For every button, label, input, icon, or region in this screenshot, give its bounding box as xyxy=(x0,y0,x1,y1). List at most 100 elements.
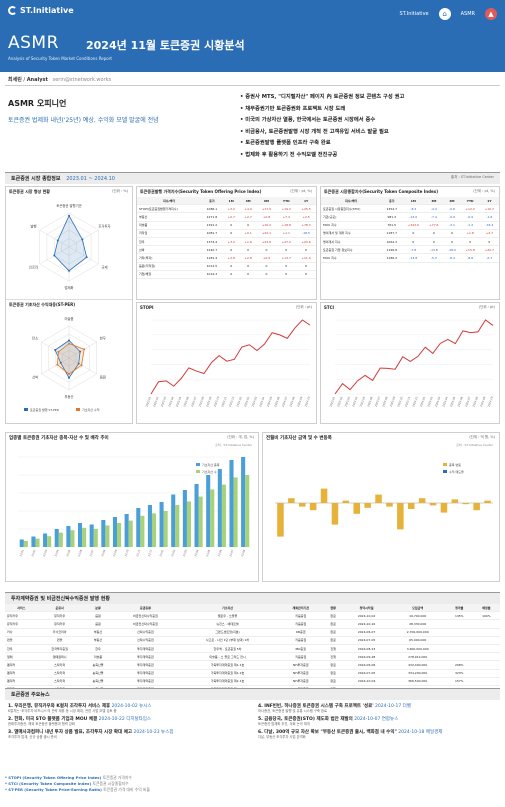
author-email[interactable]: serin@stnetwork.works xyxy=(52,77,112,83)
table-cell: 스탁키퍼 xyxy=(37,669,82,678)
x-tick-label: 2024.01 xyxy=(235,396,243,408)
table-cell: +0.7 xyxy=(222,212,240,222)
table-cell: -0.9 xyxy=(443,212,461,222)
news-column-right: 4. INF빈빈, 하나증권 토큰증권 시스템 구축 프로젝트 '성료' 202… xyxy=(258,703,498,742)
bar xyxy=(105,525,110,547)
table-cell: 0 xyxy=(402,229,425,238)
stopi-line-chart: 2023.01 2023.02 2023.03 2023.04 2023.05 2023.… xyxy=(145,319,311,408)
x-tick-label: 23.07 xyxy=(228,549,234,557)
table-cell: 432,400,000 xyxy=(389,660,446,670)
table-cell: 완료 xyxy=(322,660,344,670)
table-cell: +13.7 xyxy=(276,253,297,263)
table-cell: +37.2 xyxy=(276,237,297,247)
x-tick-label: 2024.05 xyxy=(449,396,457,408)
x-tick-label: 2023.08 xyxy=(198,396,206,408)
table-cell: 뮤직카우 xyxy=(37,611,82,621)
news-item[interactable]: 5. 금융당국, 토큰증권(STO) 제도화 법안 재발의 2024-10-07… xyxy=(258,717,399,726)
radar-axis xyxy=(68,341,97,359)
table-cell: -18.0 xyxy=(443,245,461,255)
x-tick-label: 2023.07 xyxy=(374,396,382,408)
x-tick-label: 2023.11 xyxy=(220,396,228,408)
opinion-bullets: 증권사 MTS, "디지털자산" 페이지 內 토큰증권 정보 콘텐츠 구성 권고… xyxy=(240,92,502,161)
news-item[interactable]: 2. 한화, 미국 STO 플랫폼 기업과 MOU 체결 2024-10-22 … xyxy=(8,717,152,726)
table-cell: MOU 지수 xyxy=(321,221,382,230)
table-header-cell: YTD xyxy=(276,197,297,206)
table-cell: +0.1 xyxy=(239,229,257,238)
table-cell: 사고로 - 나인 1단 (부재 상대) 1차 xyxy=(176,636,279,645)
news-item[interactable]: 3. 열매사과컴퍼니 내년 투자 상품 발표, 조각투자 시장 확대 예고 20… xyxy=(8,730,174,739)
table-cell xyxy=(445,652,473,662)
bar xyxy=(117,523,122,547)
radar-axis-label: 발행 xyxy=(30,224,36,229)
table-cell: 2024-06-06 xyxy=(343,660,390,670)
table-cell: 0 xyxy=(239,262,257,271)
opinion-summary: 토큰증권 법제화 내년('25년) 예상, 수익화 모델 발굴에 전념 xyxy=(8,117,159,124)
table-cell: 뮤직카우 xyxy=(5,611,38,621)
bar xyxy=(298,503,306,507)
table-cell: 미술품 xyxy=(81,652,115,662)
stci-chart-title: STCI xyxy=(324,305,335,310)
table-cell: 0 xyxy=(443,229,461,238)
table-cell: 65,000,000 xyxy=(389,636,446,645)
radar-axis xyxy=(39,229,70,248)
chart-icon[interactable]: ▲ xyxy=(485,8,497,20)
radar-axis-label: 탄소 xyxy=(32,336,38,341)
x-tick-label: 23.01 xyxy=(19,549,25,557)
radar-series xyxy=(53,214,88,272)
stci-table-unit: (단위 : pt, %) xyxy=(473,189,495,193)
radar-point xyxy=(77,362,80,365)
news-item[interactable]: 4. INF빈빈, 하나증권 토큰증권 시스템 구축 프로젝트 '성료' 202… xyxy=(258,704,411,713)
table-cell: 선박 xyxy=(137,245,202,255)
table-cell: 19,740,000 xyxy=(389,611,446,621)
top-link-asmr[interactable]: ASMR xyxy=(460,11,475,17)
table-cell: -13.8 xyxy=(424,245,444,255)
table-cell: 0 xyxy=(296,270,316,279)
table-cell: 음원(저작권) xyxy=(137,262,202,271)
stci-chart-unit: (단위 : pt) xyxy=(478,305,495,309)
x-tick-label: 2023.09 xyxy=(205,396,213,408)
radar-axis-label: 음원 xyxy=(100,375,106,380)
table-row: 미술품 1391.2 0 0 +16.2 +18.8 +78.3 xyxy=(137,221,316,230)
bar xyxy=(194,484,199,547)
table-cell: -1.3 xyxy=(460,221,480,230)
st-initiative-logo[interactable]: ST.Initiative xyxy=(8,6,74,15)
table-cell: -8.3 xyxy=(402,204,425,214)
x-tick-label: 2023.12 xyxy=(411,396,419,408)
home-icon[interactable]: ⌂ xyxy=(438,8,451,20)
x-tick-label: 2023.01 xyxy=(329,396,337,408)
table-cell: 토큰증권 기업 정보지수 xyxy=(321,245,382,255)
bar xyxy=(140,515,145,547)
stopi-table-unit: (단위 : pt, %) xyxy=(290,189,312,193)
table-cell: 완료 xyxy=(322,611,344,621)
bar xyxy=(221,484,226,547)
table-cell: 145% xyxy=(445,611,473,621)
legend-swatch xyxy=(24,408,28,411)
table-row: 펨피커 스탁키퍼 농축산물 투자계약증권 가축투자계약증권 제2-1호 NH투자증권 완료 2… xyxy=(5,677,500,686)
top-link-stinitiative[interactable]: ST.Initiative xyxy=(399,11,429,17)
top-links: ST.Initiative ⌂ ASMR ▲ xyxy=(400,8,497,20)
table-cell: 0 xyxy=(222,245,240,255)
legend-label: 기초자산 수익 xyxy=(82,407,100,412)
table-cell xyxy=(472,660,500,670)
table-header-cell: 청약시작일 xyxy=(343,604,390,613)
table-cell: +16.2 xyxy=(256,221,277,230)
table-cell: 1374.4 xyxy=(201,237,223,247)
x-tick-label: 2024.04 xyxy=(441,396,449,408)
news-item[interactable]: 6. 다날, 300억 규모 자산 확보 "부동산 토큰증권 출시, 백화점 내… xyxy=(258,730,443,739)
table-cell: 1012.5 xyxy=(201,262,223,271)
series-line xyxy=(334,319,494,395)
table-cell: 스탁키퍼 xyxy=(37,677,82,686)
table-cell: 투자계약증권 xyxy=(114,652,177,662)
table-header-cell: 기초자산 xyxy=(176,604,279,613)
table-cell: -1.6 xyxy=(479,212,499,222)
x-tick-label: 23.06 xyxy=(217,549,223,557)
table-cell: +343.9 xyxy=(402,221,425,230)
radar2-title: 토큰증권 기초자산 수익대응(ST-PER) xyxy=(9,302,76,307)
news-item[interactable]: 1. 우리은행, 뮤직카우와 K컬처 조각투자 서비스 제휴 2024-10-0… xyxy=(8,704,152,713)
table-cell: -8.8 xyxy=(460,253,480,263)
x-tick-label: 2023.10 xyxy=(396,396,404,408)
legend-label: 종목 변동 xyxy=(449,462,461,467)
bar xyxy=(342,500,350,503)
opinion-bullet: 법제화 후 활용하기 전 수익모델 전진규공 xyxy=(240,150,502,162)
table-cell: 명의개서 및 계좌 지수 xyxy=(321,229,382,238)
